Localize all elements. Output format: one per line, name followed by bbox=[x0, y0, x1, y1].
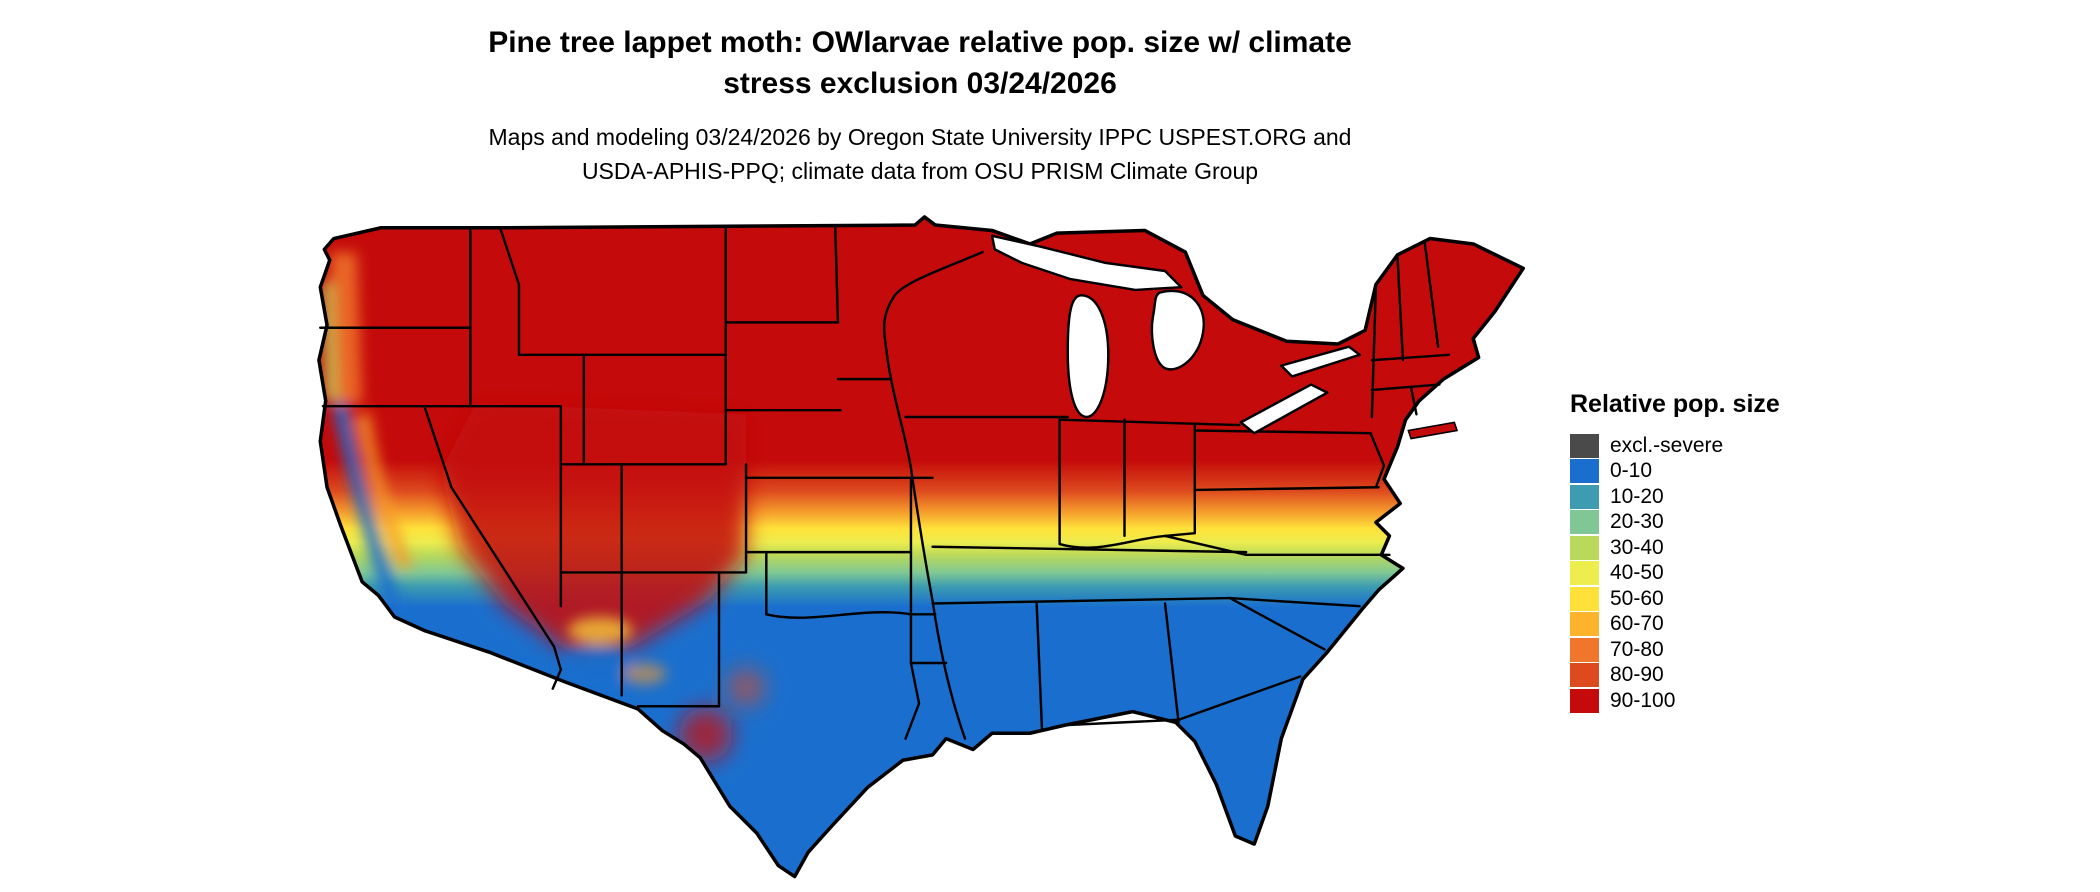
legend: Relative pop. size excl.-severe 0-10 10-20… bbox=[1570, 390, 1780, 714]
lake-ontario bbox=[1280, 345, 1361, 378]
legend-item: 20-30 bbox=[1570, 510, 1780, 536]
map-attribution: Maps and modeling 03/24/2026 by Oregon S… bbox=[0, 120, 1840, 188]
legend-swatch bbox=[1570, 510, 1599, 535]
legend-item: 50-60 bbox=[1570, 586, 1780, 612]
legend-item: 30-40 bbox=[1570, 535, 1780, 561]
legend-swatch bbox=[1570, 663, 1599, 688]
legend-swatch bbox=[1570, 484, 1599, 509]
legend-label: 20-30 bbox=[1610, 510, 1664, 534]
long-island bbox=[1407, 421, 1459, 440]
legend-swatch bbox=[1570, 586, 1599, 611]
legend-swatch bbox=[1570, 637, 1599, 662]
legend-item: 10-20 bbox=[1570, 484, 1780, 510]
map-attribution-line2: USDA-APHIS-PPQ; climate data from OSU PR… bbox=[581, 158, 1259, 184]
legend-item: 90-100 bbox=[1570, 688, 1780, 714]
lake-huron bbox=[1150, 289, 1206, 371]
legend-item: excl.-severe bbox=[1570, 433, 1780, 459]
legend-swatch bbox=[1570, 612, 1599, 637]
map-title-line1: Pine tree lappet moth: OWlarvae relative… bbox=[488, 26, 1352, 59]
legend-label: 30-40 bbox=[1610, 535, 1664, 559]
us-map bbox=[300, 200, 1530, 884]
legend-swatch bbox=[1570, 433, 1599, 458]
header: Pine tree lappet moth: OWlarvae relative… bbox=[0, 22, 1840, 188]
legend-label: 40-50 bbox=[1610, 561, 1664, 585]
legend-label: excl.-severe bbox=[1610, 433, 1724, 457]
legend-label: 70-80 bbox=[1610, 637, 1664, 661]
lake-erie bbox=[1239, 383, 1329, 435]
legend-label: 60-70 bbox=[1610, 612, 1664, 636]
legend-item: 0-10 bbox=[1570, 459, 1780, 485]
legend-label: 90-100 bbox=[1610, 688, 1676, 712]
legend-item: 60-70 bbox=[1570, 612, 1780, 638]
legend-item: 80-90 bbox=[1570, 663, 1780, 689]
legend-label: 50-60 bbox=[1610, 586, 1664, 610]
legend-items: excl.-severe 0-10 10-20 20-30 30-40 40-50 50-6… bbox=[1570, 433, 1780, 714]
legend-swatch bbox=[1570, 459, 1599, 484]
legend-swatch bbox=[1570, 535, 1599, 560]
legend-title: Relative pop. size bbox=[1570, 390, 1780, 418]
lake-michigan bbox=[1066, 294, 1110, 419]
map-attribution-line1: Maps and modeling 03/24/2026 by Oregon S… bbox=[488, 124, 1352, 150]
lake-superior bbox=[990, 234, 1183, 292]
legend-item: 70-80 bbox=[1570, 637, 1780, 663]
legend-swatch bbox=[1570, 561, 1599, 586]
legend-label: 10-20 bbox=[1610, 484, 1664, 508]
state-borders bbox=[319, 226, 1451, 740]
legend-swatch bbox=[1570, 688, 1599, 713]
legend-label: 0-10 bbox=[1610, 459, 1653, 483]
legend-item: 40-50 bbox=[1570, 561, 1780, 587]
map-title-line2: stress exclusion 03/24/2026 bbox=[723, 67, 1117, 100]
great-lakes bbox=[990, 234, 1361, 435]
legend-label: 80-90 bbox=[1610, 663, 1664, 687]
